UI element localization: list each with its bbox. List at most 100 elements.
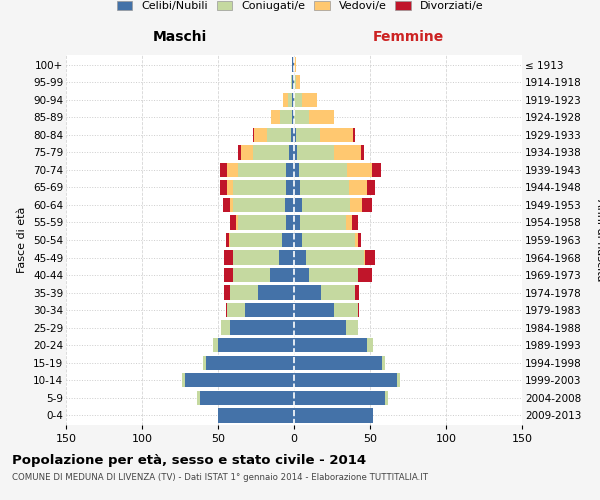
- Bar: [346, 216, 352, 230]
- Bar: [280, 110, 292, 124]
- Bar: [233, 268, 269, 282]
- Bar: [230, 286, 257, 300]
- Text: COMUNE DI MEDUNA DI LIVENZA (TV) - Dati ISTAT 1° gennaio 2014 - Elaborazione TUT: COMUNE DI MEDUNA DI LIVENZA (TV) - Dati …: [12, 472, 428, 482]
- Bar: [233, 198, 285, 212]
- Legend: Celibi/Nubili, Coniugati/e, Vedovi/e, Divorziati/e: Celibi/Nubili, Coniugati/e, Vedovi/e, Di…: [117, 0, 483, 11]
- Bar: [300, 180, 349, 194]
- Bar: [182, 373, 185, 388]
- Bar: [197, 390, 200, 405]
- Bar: [361, 145, 364, 160]
- Bar: [294, 268, 309, 282]
- Bar: [294, 338, 367, 352]
- Bar: [334, 303, 358, 318]
- Bar: [233, 250, 279, 264]
- Bar: [365, 250, 374, 264]
- Bar: [230, 320, 294, 335]
- Bar: [286, 216, 294, 230]
- Bar: [233, 180, 286, 194]
- Bar: [294, 390, 385, 405]
- Bar: [294, 356, 382, 370]
- Bar: [271, 110, 280, 124]
- Bar: [227, 303, 245, 318]
- Bar: [285, 198, 294, 212]
- Bar: [397, 373, 400, 388]
- Bar: [294, 110, 309, 124]
- Bar: [292, 110, 294, 124]
- Bar: [292, 75, 294, 90]
- Bar: [292, 58, 294, 72]
- Bar: [227, 180, 233, 194]
- Bar: [245, 303, 294, 318]
- Bar: [352, 216, 358, 230]
- Bar: [347, 162, 371, 177]
- Bar: [349, 180, 367, 194]
- Y-axis label: Anni di nascita: Anni di nascita: [595, 198, 600, 281]
- Bar: [266, 128, 291, 142]
- Bar: [306, 250, 364, 264]
- Bar: [230, 233, 282, 247]
- Bar: [358, 233, 361, 247]
- Bar: [385, 390, 388, 405]
- Text: Femmine: Femmine: [373, 30, 443, 44]
- Bar: [241, 145, 253, 160]
- Bar: [294, 145, 297, 160]
- Bar: [254, 128, 266, 142]
- Bar: [200, 390, 294, 405]
- Bar: [367, 180, 374, 194]
- Bar: [291, 75, 292, 90]
- Bar: [294, 373, 397, 388]
- Bar: [294, 180, 300, 194]
- Bar: [253, 128, 254, 142]
- Text: Maschi: Maschi: [153, 30, 207, 44]
- Bar: [203, 356, 206, 370]
- Bar: [355, 286, 359, 300]
- Bar: [320, 128, 353, 142]
- Bar: [364, 250, 365, 264]
- Bar: [297, 145, 334, 160]
- Bar: [358, 268, 371, 282]
- Bar: [224, 286, 230, 300]
- Bar: [346, 320, 358, 335]
- Bar: [309, 110, 334, 124]
- Bar: [322, 286, 355, 300]
- Bar: [288, 92, 292, 107]
- Bar: [220, 162, 227, 177]
- Bar: [223, 198, 230, 212]
- Bar: [299, 162, 347, 177]
- Bar: [350, 198, 362, 212]
- Bar: [218, 408, 294, 422]
- Bar: [292, 92, 294, 107]
- Bar: [294, 58, 296, 72]
- Bar: [294, 320, 346, 335]
- Bar: [294, 233, 302, 247]
- Bar: [282, 233, 294, 247]
- Bar: [302, 233, 355, 247]
- Bar: [226, 303, 227, 318]
- Bar: [238, 145, 241, 160]
- Bar: [294, 303, 334, 318]
- Bar: [286, 162, 294, 177]
- Bar: [367, 338, 373, 352]
- Bar: [294, 92, 302, 107]
- Bar: [220, 180, 227, 194]
- Bar: [224, 268, 233, 282]
- Bar: [257, 286, 294, 300]
- Bar: [358, 303, 359, 318]
- Bar: [294, 162, 299, 177]
- Bar: [218, 338, 294, 352]
- Bar: [294, 128, 296, 142]
- Bar: [238, 216, 286, 230]
- Bar: [206, 356, 294, 370]
- Bar: [291, 128, 294, 142]
- Bar: [296, 128, 320, 142]
- Bar: [269, 268, 294, 282]
- Bar: [334, 145, 361, 160]
- Bar: [294, 286, 322, 300]
- Bar: [302, 198, 350, 212]
- Bar: [294, 75, 296, 90]
- Bar: [238, 162, 286, 177]
- Bar: [283, 92, 288, 107]
- Bar: [302, 92, 317, 107]
- Bar: [294, 216, 300, 230]
- Bar: [362, 198, 371, 212]
